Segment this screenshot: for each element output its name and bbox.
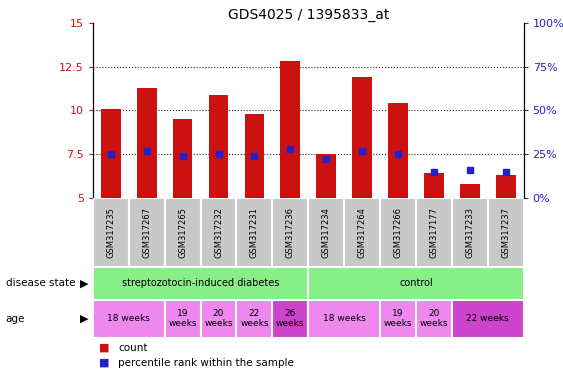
Bar: [93, 300, 165, 338]
Text: 18 weeks: 18 weeks: [323, 314, 365, 323]
Bar: [316, 154, 336, 198]
Text: 22
weeks: 22 weeks: [240, 310, 269, 328]
Bar: [236, 300, 272, 338]
Bar: [93, 267, 309, 300]
Text: GSM317267: GSM317267: [142, 207, 151, 258]
Text: GSM317233: GSM317233: [465, 207, 474, 258]
Text: percentile rank within the sample: percentile rank within the sample: [118, 358, 294, 368]
Bar: [244, 114, 264, 198]
Bar: [236, 198, 272, 267]
Text: GSM317237: GSM317237: [501, 207, 510, 258]
Bar: [496, 175, 516, 198]
Text: 18 weeks: 18 weeks: [108, 314, 150, 323]
Bar: [488, 198, 524, 267]
Bar: [165, 300, 200, 338]
Text: ▶: ▶: [80, 278, 89, 288]
Bar: [200, 300, 236, 338]
Bar: [352, 77, 372, 198]
Bar: [137, 88, 157, 198]
Bar: [460, 184, 480, 198]
Bar: [165, 198, 200, 267]
Text: GSM317236: GSM317236: [286, 207, 295, 258]
Bar: [309, 267, 524, 300]
Bar: [272, 300, 309, 338]
Text: 20
weeks: 20 weeks: [204, 310, 233, 328]
Bar: [209, 95, 229, 198]
Text: streptozotocin-induced diabetes: streptozotocin-induced diabetes: [122, 278, 279, 288]
Text: GSM317232: GSM317232: [214, 207, 223, 258]
Bar: [452, 300, 524, 338]
Text: 19
weeks: 19 weeks: [168, 310, 197, 328]
Bar: [380, 300, 416, 338]
Text: count: count: [118, 343, 148, 353]
Bar: [200, 198, 236, 267]
Title: GDS4025 / 1395833_at: GDS4025 / 1395833_at: [227, 8, 389, 22]
Text: ▶: ▶: [80, 314, 89, 324]
Text: 20
weeks: 20 weeks: [419, 310, 448, 328]
Bar: [344, 198, 380, 267]
Bar: [129, 198, 164, 267]
Text: ■: ■: [99, 358, 109, 368]
Text: GSM317235: GSM317235: [106, 207, 115, 258]
Bar: [272, 198, 309, 267]
Text: GSM317266: GSM317266: [394, 207, 403, 258]
Bar: [173, 119, 193, 198]
Text: 19
weeks: 19 weeks: [384, 310, 412, 328]
Text: GSM317265: GSM317265: [178, 207, 187, 258]
Bar: [452, 198, 488, 267]
Text: 22 weeks: 22 weeks: [466, 314, 509, 323]
Bar: [93, 198, 129, 267]
Bar: [424, 173, 444, 198]
Text: GSM317231: GSM317231: [250, 207, 259, 258]
Bar: [280, 61, 300, 198]
Text: control: control: [399, 278, 433, 288]
Bar: [416, 300, 452, 338]
Bar: [416, 198, 452, 267]
Text: 26
weeks: 26 weeks: [276, 310, 305, 328]
Text: GSM317264: GSM317264: [358, 207, 367, 258]
Bar: [309, 300, 380, 338]
Text: disease state: disease state: [6, 278, 75, 288]
Bar: [309, 198, 344, 267]
Bar: [101, 109, 120, 198]
Bar: [388, 103, 408, 198]
Text: GSM317234: GSM317234: [321, 207, 330, 258]
Text: GSM317177: GSM317177: [430, 207, 439, 258]
Text: age: age: [6, 314, 25, 324]
Text: ■: ■: [99, 343, 109, 353]
Bar: [380, 198, 416, 267]
